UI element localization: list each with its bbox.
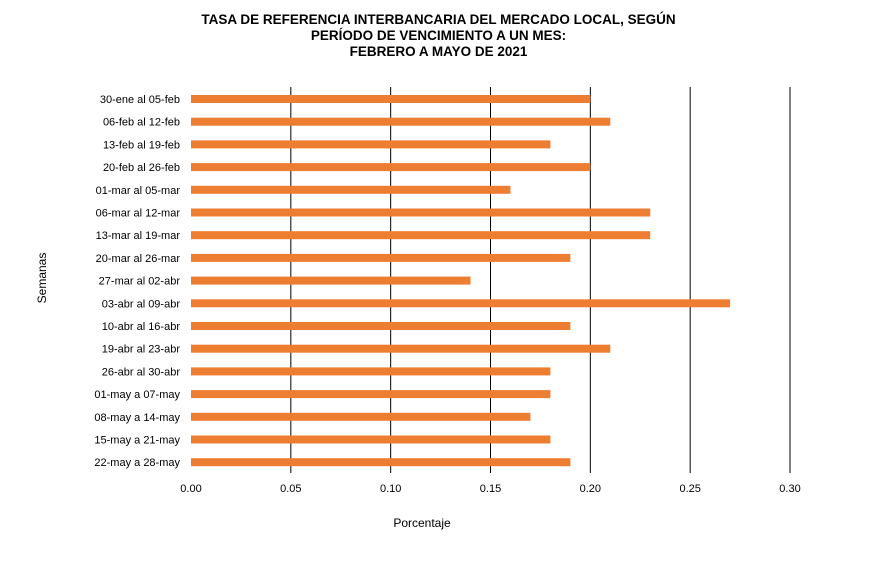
bar: [191, 163, 591, 172]
y-tick-label: 13-feb al 19-feb: [103, 139, 180, 151]
bar: [191, 276, 471, 285]
y-tick-label: 26-abr al 30-abr: [102, 366, 181, 378]
chart-title-line-3: FEBRERO A MAYO DE 2021: [349, 44, 528, 59]
chart-title-line-1: TASA DE REFERENCIA INTERBANCARIA DEL MER…: [201, 12, 676, 27]
y-tick-label: 03-abr al 09-abr: [102, 298, 181, 310]
y-tick-label: 01-mar al 05-mar: [96, 185, 181, 197]
x-tick-label: 0.30: [779, 483, 800, 495]
bar: [191, 435, 551, 444]
bars: [191, 95, 731, 467]
y-tick-label: 20-feb al 26-feb: [103, 162, 180, 174]
bar: [191, 390, 551, 399]
x-tick-labels: 0.00 0.05 0.10 0.15 0.20 0.25 0.30: [180, 483, 800, 495]
x-tick-label: 0.15: [480, 483, 501, 495]
y-tick-label: 06-mar al 12-mar: [96, 208, 181, 220]
y-tick-label: 13-mar al 19-mar: [96, 230, 181, 242]
bar: [191, 367, 551, 376]
x-tick-label: 0.05: [280, 483, 301, 495]
x-axis-title: Porcentaje: [393, 516, 451, 530]
x-tick-label: 0.00: [180, 483, 201, 495]
bar: [191, 208, 651, 217]
bar: [191, 322, 571, 330]
y-tick-label: 01-may a 07-may: [94, 389, 180, 401]
y-axis-title: Semanas: [35, 253, 49, 304]
bar: [191, 344, 611, 353]
y-tick-label: 06-feb al 12-feb: [103, 117, 180, 129]
chart-title: TASA DE REFERENCIA INTERBANCARIA DEL MER…: [0, 12, 877, 60]
bar: [191, 253, 571, 262]
bar: [191, 458, 571, 467]
bar: [191, 185, 511, 194]
bar: [191, 140, 551, 149]
bar: [191, 95, 591, 103]
y-tick-label: 08-may a 14-may: [94, 412, 180, 424]
x-tick-label: 0.10: [380, 483, 401, 495]
x-tick-label: 0.20: [580, 483, 601, 495]
y-tick-label: 20-mar al 26-mar: [96, 253, 181, 265]
x-tick-label: 0.25: [679, 483, 700, 495]
bar: [191, 231, 651, 240]
y-tick-label: 15-may a 21-may: [94, 435, 180, 447]
y-tick-label: 30-ene al 05-feb: [100, 94, 180, 106]
bar: [191, 299, 731, 308]
y-tick-label: 27-mar al 02-abr: [99, 276, 181, 288]
y-tick-labels: 30-ene al 05-feb 06-feb al 12-feb 13-feb a…: [94, 94, 180, 469]
y-tick-label: 19-abr al 23-abr: [102, 344, 181, 356]
y-tick-label: 22-may a 28-may: [94, 457, 180, 469]
bar: [191, 412, 531, 421]
chart-title-line-2: PERÍODO DE VENCIMIENTO A UN MES:: [310, 28, 567, 43]
bar: [191, 117, 611, 126]
y-tick-label: 10-abr al 16-abr: [102, 321, 181, 333]
